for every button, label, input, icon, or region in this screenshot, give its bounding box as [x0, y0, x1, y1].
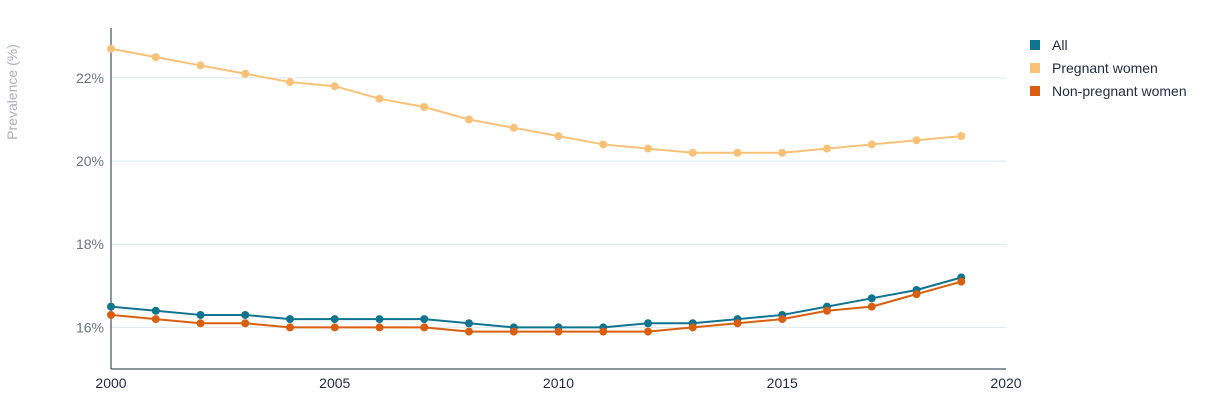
series-pregnant-women [107, 44, 966, 157]
data-point-pregnant-women[interactable] [330, 82, 339, 91]
data-point-all[interactable] [286, 315, 294, 324]
data-point-pregnant-women[interactable] [957, 132, 966, 141]
legend-label-pregnant-women: Pregnant women [1052, 59, 1158, 76]
series [107, 44, 966, 336]
data-point-pregnant-women[interactable] [733, 148, 742, 157]
data-point-pregnant-women[interactable] [151, 53, 160, 62]
series-line-pregnant-women [110, 47, 962, 154]
data-point-non-pregnant-women[interactable] [375, 323, 384, 332]
series-line-all [110, 276, 962, 329]
legend: All Pregnant women Non-pregnant women [1030, 33, 1187, 102]
series-non-pregnant-women [107, 277, 966, 336]
data-point-all[interactable] [330, 315, 339, 324]
y-tick-label: 22% [76, 70, 104, 86]
data-point-non-pregnant-women[interactable] [867, 302, 876, 311]
data-point-non-pregnant-women[interactable] [241, 319, 250, 328]
data-point-non-pregnant-women[interactable] [554, 327, 563, 336]
data-point-non-pregnant-women[interactable] [599, 327, 608, 336]
data-point-all[interactable] [196, 310, 205, 319]
data-point-pregnant-women[interactable] [286, 78, 294, 87]
data-point-non-pregnant-women[interactable] [733, 319, 742, 328]
data-point-pregnant-women[interactable] [778, 148, 787, 157]
data-point-non-pregnant-women[interactable] [912, 290, 921, 299]
data-point-all[interactable] [465, 319, 473, 328]
data-point-pregnant-women[interactable] [241, 69, 250, 78]
y-tick-label: 20% [76, 153, 104, 169]
x-tick-label: 2020 [990, 375, 1021, 391]
data-point-non-pregnant-women[interactable] [465, 327, 473, 336]
y-tick-label: 16% [76, 319, 104, 335]
legend-swatch-pregnant-women [1030, 62, 1040, 73]
data-point-non-pregnant-women[interactable] [196, 319, 205, 328]
legend-item-all[interactable]: All [1030, 33, 1187, 56]
data-point-non-pregnant-women[interactable] [688, 323, 697, 332]
data-point-non-pregnant-women[interactable] [644, 327, 652, 336]
y-axis-label: Prevalence (%) [4, 44, 20, 140]
data-point-non-pregnant-women[interactable] [151, 315, 160, 324]
data-point-pregnant-women[interactable] [599, 140, 608, 149]
data-point-non-pregnant-women[interactable] [420, 323, 429, 332]
data-point-pregnant-women[interactable] [554, 132, 563, 141]
legend-swatch-non-pregnant-women [1030, 85, 1040, 96]
data-point-pregnant-women[interactable] [509, 123, 518, 132]
x-tick-label: 2010 [543, 375, 574, 391]
data-point-pregnant-women[interactable] [375, 94, 384, 103]
data-point-pregnant-women[interactable] [912, 136, 921, 145]
data-point-pregnant-women[interactable] [644, 144, 652, 153]
legend-label-non-pregnant-women: Non-pregnant women [1052, 82, 1187, 99]
data-point-non-pregnant-women[interactable] [509, 327, 518, 336]
data-point-non-pregnant-women[interactable] [778, 315, 787, 324]
data-point-all[interactable] [420, 315, 429, 324]
data-point-all[interactable] [241, 310, 250, 319]
legend-item-non-pregnant-women[interactable]: Non-pregnant women [1030, 79, 1187, 102]
data-point-pregnant-women[interactable] [196, 61, 205, 70]
data-point-pregnant-women[interactable] [465, 115, 473, 124]
grid-lines [111, 77, 1006, 328]
x-tick-label: 2015 [767, 375, 798, 391]
data-point-pregnant-women[interactable] [823, 144, 831, 153]
data-point-all[interactable] [867, 294, 876, 303]
legend-item-pregnant-women[interactable]: Pregnant women [1030, 56, 1187, 79]
data-point-pregnant-women[interactable] [107, 44, 115, 53]
data-point-all[interactable] [375, 315, 384, 324]
data-point-non-pregnant-women[interactable] [330, 323, 339, 332]
axes: 16% 18% 20% 22% 2000 2005 2010 2015 2020 [76, 28, 1022, 391]
legend-label-all: All [1052, 36, 1068, 53]
data-point-all[interactable] [644, 319, 652, 328]
data-point-non-pregnant-women[interactable] [823, 306, 831, 315]
data-point-pregnant-women[interactable] [867, 140, 876, 149]
x-tick-label: 2000 [95, 375, 126, 391]
data-point-non-pregnant-women[interactable] [107, 310, 115, 319]
data-point-pregnant-women[interactable] [420, 103, 429, 112]
x-tick-label: 2005 [319, 375, 350, 391]
series-line-non-pregnant-women [110, 280, 962, 333]
data-point-all[interactable] [151, 306, 160, 315]
data-point-all[interactable] [107, 302, 115, 311]
data-point-non-pregnant-women[interactable] [286, 323, 294, 332]
legend-swatch-all [1030, 39, 1040, 50]
y-tick-label: 18% [76, 236, 104, 252]
data-point-non-pregnant-women[interactable] [957, 277, 966, 286]
data-point-pregnant-women[interactable] [688, 148, 697, 157]
